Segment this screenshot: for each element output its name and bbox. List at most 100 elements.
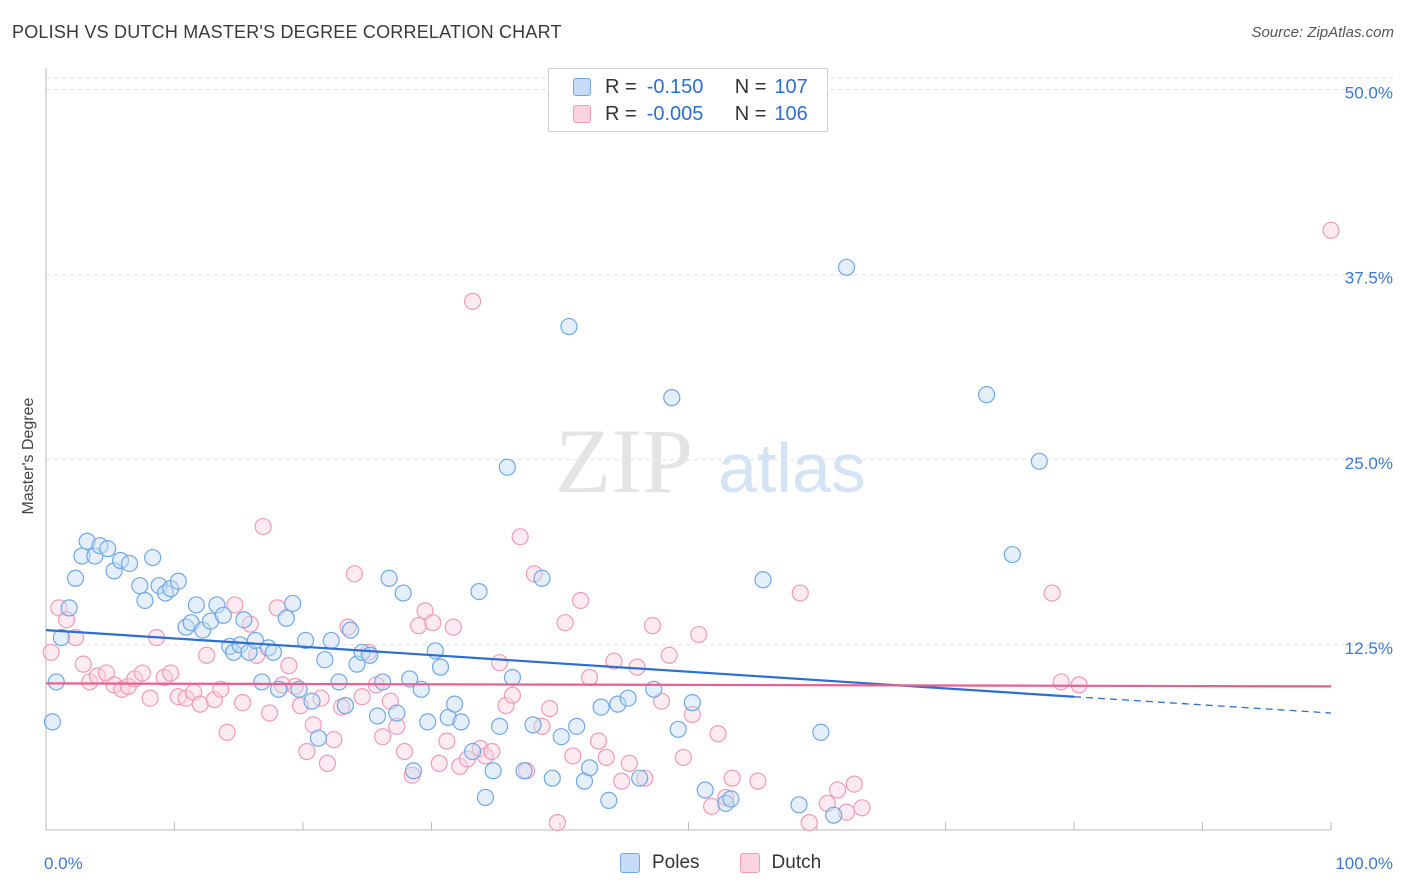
poles-point-78 — [568, 717, 586, 735]
dutch-point-55 — [430, 754, 448, 772]
poles-point-38 — [284, 594, 302, 613]
dutch-point-53 — [416, 602, 434, 620]
legend-row-dutch: R = -0.005 N = 106 — [573, 102, 808, 126]
dutch-point-56 — [438, 732, 456, 750]
poles-point-33 — [253, 673, 271, 691]
poles-point-88 — [669, 720, 687, 738]
poles-point-69 — [491, 717, 509, 735]
dutch-swatch — [573, 105, 591, 123]
dutch-point-99 — [837, 803, 856, 821]
gridlines — [46, 77, 1393, 646]
poles-trend-extension — [1073, 696, 1332, 714]
poles-point-61 — [431, 658, 450, 676]
dutch-point-54 — [424, 614, 442, 632]
y-axis-label: Master's Degree — [20, 397, 37, 514]
poles-point-98 — [978, 386, 996, 404]
dutch-point-85 — [652, 692, 671, 710]
dutch-point-60 — [464, 292, 482, 310]
poles-point-68 — [484, 762, 502, 780]
dutch-point-93 — [723, 769, 741, 787]
correlation-legend: R = -0.150 N = 107 R = -0.005 N = 106 — [548, 68, 828, 132]
dutch-point-36 — [298, 742, 316, 761]
poles-point-12 — [120, 554, 139, 573]
poles-point-0 — [43, 713, 62, 731]
dutch-point-21 — [198, 646, 216, 664]
dutch-point-44 — [353, 688, 371, 706]
poles-point-35 — [264, 643, 283, 661]
poles-point-94 — [790, 796, 808, 814]
x-tick-label-1: 100.0% — [1335, 854, 1393, 873]
dutch-point-49 — [388, 717, 406, 735]
poles-point-47 — [341, 621, 360, 639]
poles-point-85 — [631, 769, 649, 787]
poles-point-7 — [86, 547, 104, 565]
poles-point-87 — [663, 389, 681, 407]
dutch-legend-label: Dutch — [771, 852, 822, 873]
poles-point-10 — [105, 562, 123, 580]
dutch-point-47 — [374, 728, 392, 746]
legend-item-dutch: Dutch — [739, 852, 822, 874]
poles-point-9 — [99, 540, 117, 558]
poles-point-41 — [303, 692, 321, 710]
dutch-point-73 — [556, 614, 574, 632]
poles-point-3 — [60, 599, 78, 617]
dutch-point-84 — [643, 617, 662, 635]
dutch-point-26 — [234, 694, 252, 712]
poles-point-45 — [330, 673, 348, 691]
poles-point-74 — [533, 569, 551, 587]
dutch-point-3 — [66, 628, 85, 647]
poles-point-6 — [78, 532, 96, 550]
poles-point-22 — [187, 596, 205, 614]
dutch-point-33 — [280, 657, 298, 675]
dutch-point-12 — [133, 664, 151, 682]
dutch-point-29 — [254, 517, 272, 536]
dutch-points — [42, 221, 1340, 832]
dutch-point-89 — [690, 625, 708, 644]
poles-point-1 — [47, 673, 65, 691]
poles-point-55 — [394, 584, 412, 602]
poles-point-44 — [322, 631, 340, 650]
dutch-point-91 — [709, 725, 727, 743]
poles-point-72 — [515, 762, 533, 780]
dutch-point-52 — [410, 617, 428, 635]
dutch-point-66 — [503, 686, 522, 704]
dutch-legend-swatch — [739, 853, 760, 873]
dutch-point-95 — [791, 584, 809, 602]
dutch-point-23 — [212, 680, 230, 698]
dutch-point-81 — [620, 754, 638, 772]
poles-point-89 — [683, 694, 701, 712]
dutch-point-71 — [541, 699, 559, 718]
poles-point-40 — [296, 631, 315, 650]
dutch-point-96 — [800, 813, 818, 832]
dutch-point-79 — [605, 652, 623, 670]
dutch-point-88 — [683, 705, 701, 724]
dutch-point-30 — [260, 704, 279, 722]
dutch-point-80 — [613, 772, 631, 790]
poles-point-14 — [136, 591, 154, 610]
dutch-point-78 — [597, 748, 615, 767]
poles-point-52 — [374, 673, 392, 691]
poles-point-66 — [470, 582, 488, 601]
dutch-point-43 — [345, 565, 363, 583]
poles-point-65 — [464, 742, 482, 761]
poles-point-71 — [503, 668, 522, 687]
chart-source: Source: ZipAtlas.com — [1251, 24, 1394, 41]
poles-n-value: 107 — [774, 75, 808, 98]
poles-r-value: -0.150 — [646, 75, 704, 98]
y-tick-label-3: 50.0% — [1345, 84, 1393, 103]
x-tick-label-0: 0.0% — [44, 854, 83, 873]
poles-point-97 — [837, 258, 856, 276]
dutch-point-16 — [162, 664, 180, 682]
poles-point-56 — [401, 670, 419, 688]
poles-point-19 — [169, 572, 187, 590]
dutch-point-103 — [1052, 673, 1070, 691]
poles-point-36 — [269, 680, 288, 698]
poles-point-63 — [446, 695, 464, 713]
poles-point-75 — [543, 769, 561, 787]
poles-point-51 — [368, 707, 387, 725]
dutch-point-101 — [853, 799, 871, 817]
dutch-point-90 — [703, 797, 721, 815]
poles-point-54 — [388, 704, 406, 722]
poles-point-2 — [52, 628, 71, 647]
dutch-trend-line — [45, 682, 1332, 688]
